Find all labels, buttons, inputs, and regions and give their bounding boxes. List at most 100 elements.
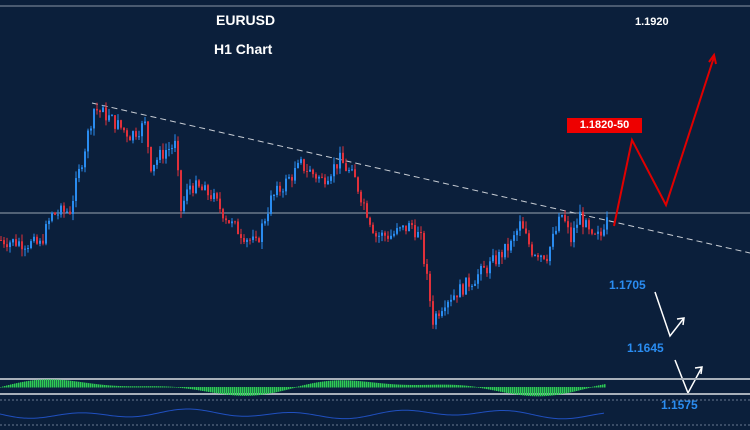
histogram-bar	[580, 387, 582, 391]
candle	[237, 221, 239, 235]
histogram-bar	[376, 382, 378, 388]
candle	[441, 311, 443, 317]
histogram-bar	[152, 386, 154, 388]
histogram-bar	[242, 387, 244, 396]
candle	[495, 255, 497, 265]
histogram-bar	[520, 387, 522, 396]
trendline[interactable]	[91, 102, 750, 254]
histogram-bar	[264, 387, 266, 395]
candle	[294, 167, 296, 181]
histogram-bar	[288, 387, 290, 390]
candle	[606, 217, 608, 230]
candle	[477, 274, 479, 284]
histogram-bar	[32, 380, 34, 388]
candle	[114, 115, 116, 129]
histogram-bar	[40, 379, 42, 388]
candle	[468, 277, 470, 287]
histogram-bar	[164, 386, 166, 388]
histogram-bar	[202, 387, 204, 391]
support-2-label: 1.1645	[627, 341, 664, 355]
histogram-bar	[422, 384, 424, 388]
histogram-bar	[544, 387, 546, 397]
histogram-bar	[132, 386, 134, 388]
histogram-bar	[204, 387, 206, 392]
candle	[561, 215, 563, 217]
candle	[438, 313, 440, 317]
candle	[84, 151, 86, 168]
histogram-bar	[286, 387, 288, 390]
histogram-bar	[452, 384, 454, 388]
candle	[105, 107, 107, 121]
candle	[525, 228, 527, 234]
candle	[543, 255, 545, 259]
candle	[180, 170, 182, 211]
histogram-bar	[86, 382, 88, 388]
candle	[513, 235, 515, 241]
histogram-bar	[130, 386, 132, 388]
histogram-bar	[494, 387, 496, 391]
histogram-bar	[320, 381, 322, 388]
candle	[375, 233, 377, 237]
histogram-bar	[442, 384, 444, 388]
candle	[384, 232, 386, 236]
target-high-label: 1.1920	[635, 16, 669, 28]
histogram-bar	[448, 384, 450, 388]
histogram-bar	[364, 381, 366, 388]
histogram-bar	[76, 381, 78, 388]
arrowhead-icon	[694, 366, 703, 375]
histogram-bar	[296, 386, 298, 388]
candle	[276, 185, 278, 196]
histogram-bar	[470, 386, 472, 388]
histogram-bar	[2, 386, 4, 388]
histogram-bar	[492, 387, 494, 391]
histogram-bar	[338, 380, 340, 388]
candle	[453, 295, 455, 300]
histogram-bar	[426, 384, 428, 388]
histogram-bar	[34, 380, 36, 388]
candle	[387, 235, 389, 239]
histogram-bar	[80, 382, 82, 388]
candle	[594, 233, 596, 235]
candle	[156, 159, 158, 165]
candle	[471, 285, 473, 287]
histogram-bar	[270, 387, 272, 394]
histogram-bar	[432, 384, 434, 388]
histogram-bar	[20, 382, 22, 388]
arrowhead-icon	[676, 317, 685, 326]
histogram-bar	[472, 386, 474, 388]
candle	[456, 295, 458, 298]
histogram-bar	[200, 387, 202, 391]
histogram-bar	[506, 387, 508, 393]
histogram-bar	[562, 387, 564, 394]
histogram-bar	[96, 384, 98, 388]
candle	[567, 221, 569, 228]
candle	[99, 110, 101, 113]
histogram-bar	[330, 380, 332, 388]
candle	[549, 246, 551, 262]
histogram-bar	[298, 386, 300, 388]
histogram-bar	[468, 385, 470, 388]
histogram-bar	[66, 380, 68, 388]
histogram-bar	[456, 384, 458, 388]
candle	[420, 231, 422, 234]
histogram-bar	[378, 382, 380, 388]
candle	[231, 221, 233, 224]
candle	[123, 127, 125, 131]
histogram-bar	[248, 387, 250, 396]
histogram-bar	[358, 381, 360, 388]
histogram-bar	[236, 387, 238, 396]
histogram-bar	[182, 387, 184, 389]
candle	[591, 229, 593, 234]
candle	[306, 170, 308, 172]
histogram-bar	[420, 384, 422, 388]
histogram-bar	[462, 385, 464, 388]
histogram-bar	[10, 384, 12, 388]
candle	[345, 163, 347, 171]
candle	[24, 248, 26, 250]
candle	[102, 107, 104, 113]
candle	[153, 164, 155, 172]
histogram-bar	[78, 381, 80, 388]
histogram-bar	[438, 384, 440, 388]
candle	[603, 229, 605, 236]
